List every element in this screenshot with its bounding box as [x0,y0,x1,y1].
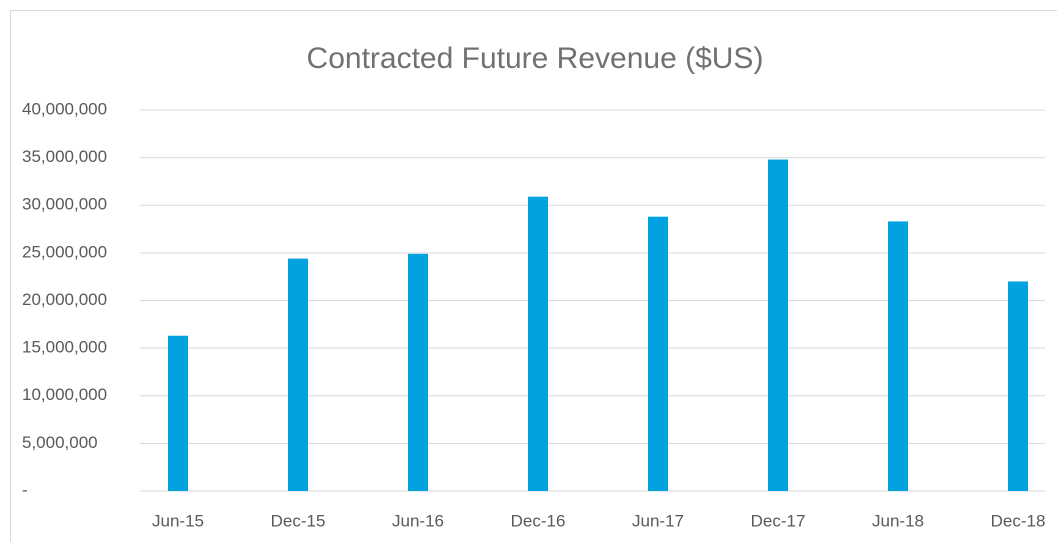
bar [1008,281,1028,491]
bar [888,221,908,491]
x-tick-label: Jun-18 [872,511,924,530]
bar [408,254,428,491]
x-tick-label: Dec-18 [991,511,1046,530]
x-tick-label: Jun-17 [632,511,684,530]
bar [768,160,788,491]
y-tick-label: 5,000,000 [22,433,98,452]
y-tick-label: 20,000,000 [22,290,107,309]
x-tick-label: Dec-15 [271,511,326,530]
bar [288,259,308,491]
y-tick-label: 30,000,000 [22,195,107,214]
y-tick-label: 10,000,000 [22,385,107,404]
x-tick-label: Jun-16 [392,511,444,530]
x-tick-label: Dec-16 [511,511,566,530]
bar [528,197,548,491]
y-tick-label: 35,000,000 [22,147,107,166]
y-tick-label: 25,000,000 [22,242,107,261]
bar [648,217,668,491]
y-tick-label: 40,000,000 [22,99,107,118]
y-tick-label: - [22,480,28,499]
chart-title: Contracted Future Revenue ($US) [307,42,764,75]
bar [168,336,188,491]
x-tick-label: Dec-17 [751,511,806,530]
y-tick-label: 15,000,000 [22,338,107,357]
x-tick-label: Jun-15 [152,511,204,530]
